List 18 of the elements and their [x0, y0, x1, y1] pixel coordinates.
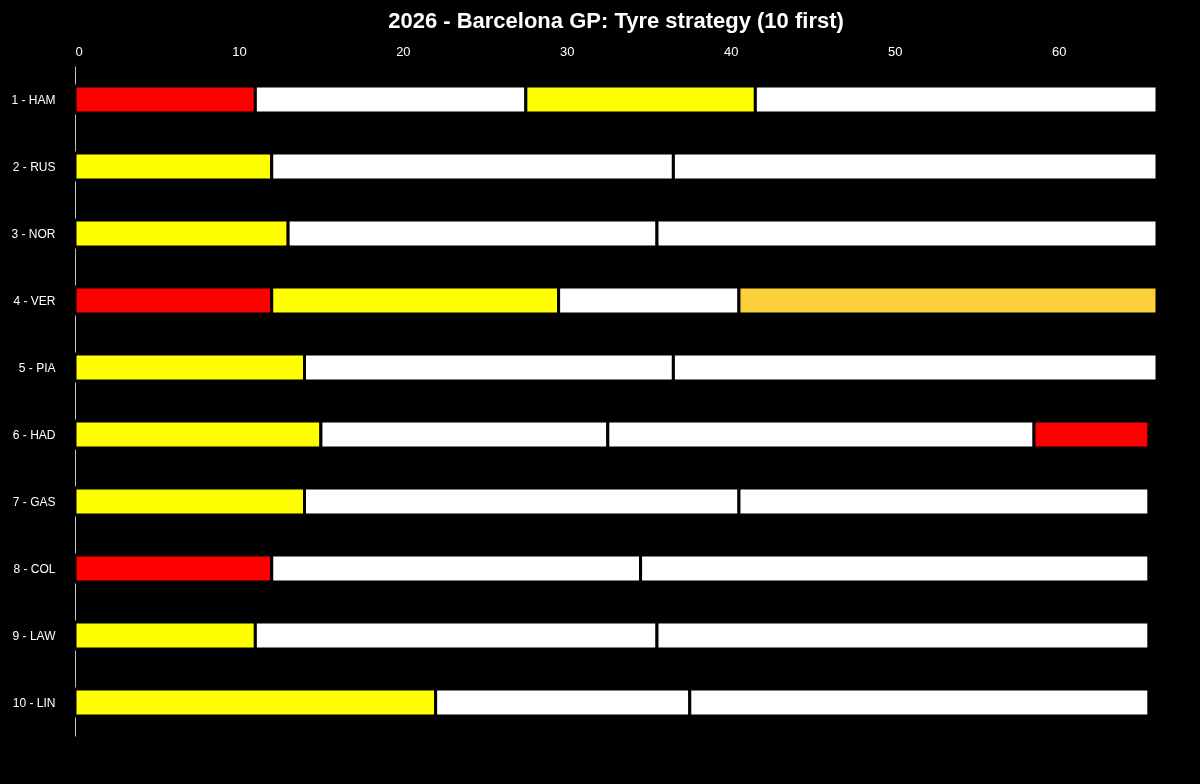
- x-tick-label: 20: [396, 43, 411, 59]
- y-tick-label: 5 - PIA: [18, 360, 56, 375]
- y-tick-label: 1 - HAM: [11, 92, 56, 107]
- y-tick-label: 4 - VER: [13, 293, 56, 308]
- x-tick-label: 40: [724, 43, 739, 59]
- y-tick-label: 2 - RUS: [12, 159, 56, 174]
- x-tick-label: 30: [560, 43, 575, 59]
- x-tick-label: 60: [1051, 43, 1067, 59]
- chart-title: 2026 - Barcelona GP: Tyre strategy (10 first): [388, 8, 844, 33]
- y-tick-label: 9 - LAW: [12, 628, 57, 643]
- y-tick-label: 8 - COL: [13, 561, 56, 576]
- y-tick-label: 7 - GAS: [12, 494, 56, 509]
- x-tick-label: 10: [232, 43, 247, 59]
- y-tick-label: 10 - LIN: [12, 695, 56, 710]
- x-tick-label: 0: [75, 43, 83, 59]
- y-tick-label: 3 - NOR: [11, 226, 56, 241]
- y-tick-label: 6 - HAD: [12, 427, 56, 442]
- x-tick-label: 50: [887, 43, 903, 59]
